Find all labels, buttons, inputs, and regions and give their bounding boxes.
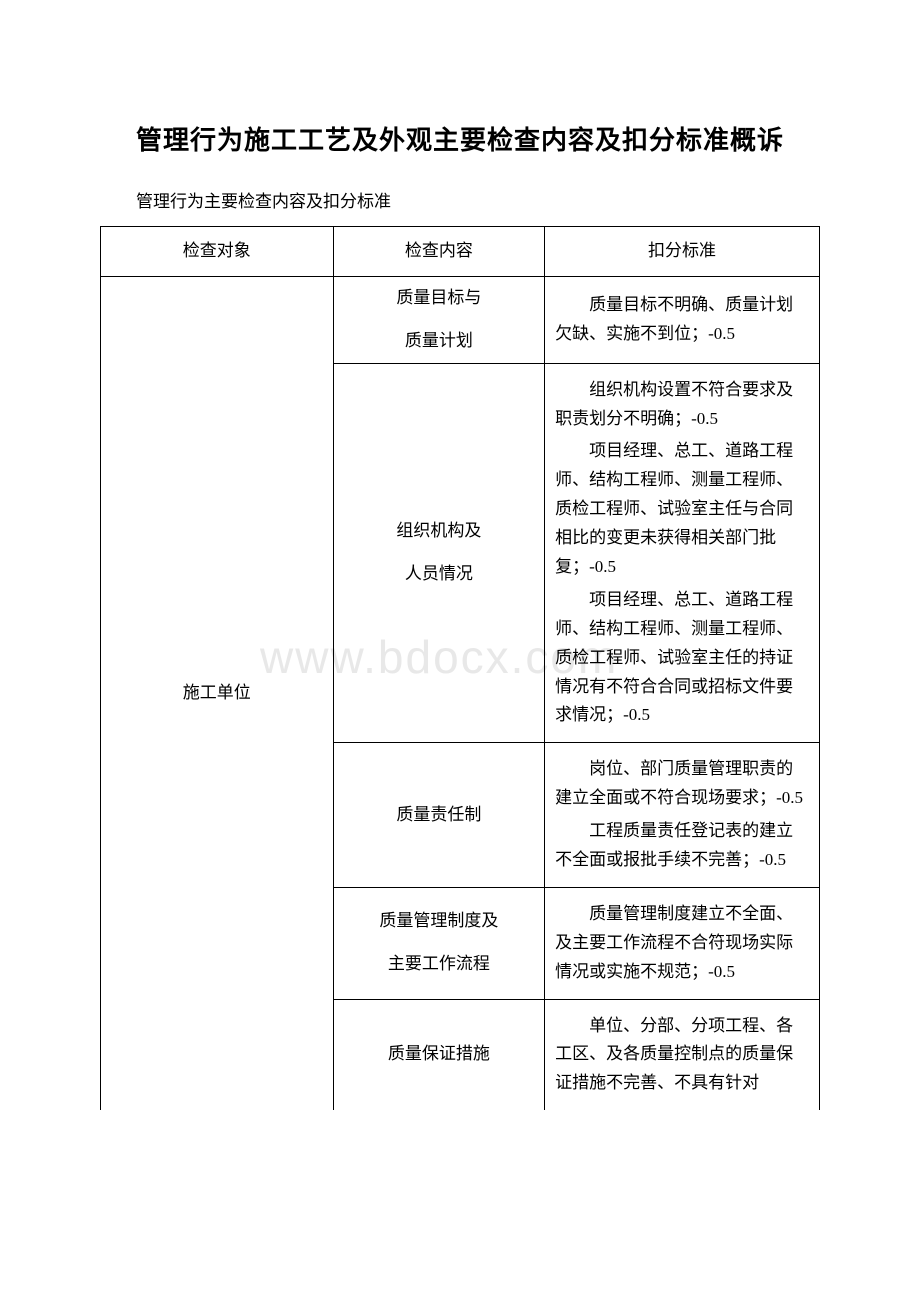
deduction-cell: 组织机构设置不符合要求及职责划分不明确；-0.5 项目经理、总工、道路工程师、结…	[545, 363, 820, 743]
deduction-item: 质量管理制度建立不全面、及主要工作流程不合符现场实际情况或实施不规范；-0.5	[555, 900, 809, 987]
content-cell: 质量管理制度及 主要工作流程	[333, 887, 544, 999]
deduction-cell: 岗位、部门质量管理职责的建立全面或不符合现场要求；-0.5 工程质量责任登记表的…	[545, 743, 820, 888]
page-title: 管理行为施工工艺及外观主要检查内容及扣分标准概诉	[100, 120, 820, 157]
subject-cell: 施工单位	[101, 276, 334, 1110]
table-row: 施工单位 质量目标与 质量计划 质量目标不明确、质量计划欠缺、实施不到位；-0.…	[101, 276, 820, 363]
content-cell: 质量保证措施	[333, 999, 544, 1110]
header-col3: 扣分标准	[545, 227, 820, 277]
content-line1: 质量管理制度及	[334, 900, 544, 943]
content-line1: 质量目标与	[334, 277, 544, 320]
content-cell: 质量目标与 质量计划	[333, 276, 544, 363]
table-header-row: 检查对象 检查内容 扣分标准	[101, 227, 820, 277]
page-subtitle: 管理行为主要检查内容及扣分标准	[136, 187, 820, 212]
deduction-item: 工程质量责任登记表的建立不全面或报批手续不完善；-0.5	[555, 817, 809, 875]
deduction-cell: 单位、分部、分项工程、各工区、及各质量控制点的质量保证措施不完善、不具有针对	[545, 999, 820, 1110]
content-line2: 人员情况	[334, 553, 544, 596]
table-container: 检查对象 检查内容 扣分标准 施工单位 质量目标与 质量计划 质量目标不明确、质…	[100, 226, 820, 1110]
deduction-item: 岗位、部门质量管理职责的建立全面或不符合现场要求；-0.5	[555, 755, 809, 813]
content-cell: 质量责任制	[333, 743, 544, 888]
deduction-item: 项目经理、总工、道路工程师、结构工程师、测量工程师、质检工程师、试验室主任的持证…	[555, 586, 809, 730]
content-line2: 主要工作流程	[334, 943, 544, 986]
content-line2: 质量计划	[334, 320, 544, 363]
header-col2: 检查内容	[333, 227, 544, 277]
criteria-table: 检查对象 检查内容 扣分标准 施工单位 质量目标与 质量计划 质量目标不明确、质…	[100, 226, 820, 1110]
deduction-cell: 质量目标不明确、质量计划欠缺、实施不到位；-0.5	[545, 276, 820, 363]
deduction-item: 组织机构设置不符合要求及职责划分不明确；-0.5	[555, 376, 809, 434]
deduction-cell: 质量管理制度建立不全面、及主要工作流程不合符现场实际情况或实施不规范；-0.5	[545, 887, 820, 999]
content-line1: 质量责任制	[334, 794, 544, 837]
content-cell: 组织机构及 人员情况	[333, 363, 544, 743]
deduction-item: 质量目标不明确、质量计划欠缺、实施不到位；-0.5	[555, 291, 809, 349]
header-col1: 检查对象	[101, 227, 334, 277]
content-line1: 质量保证措施	[334, 1033, 544, 1076]
deduction-item: 单位、分部、分项工程、各工区、及各质量控制点的质量保证措施不完善、不具有针对	[555, 1012, 809, 1099]
content-line1: 组织机构及	[334, 510, 544, 553]
deduction-item: 项目经理、总工、道路工程师、结构工程师、测量工程师、质检工程师、试验室主任与合同…	[555, 437, 809, 581]
